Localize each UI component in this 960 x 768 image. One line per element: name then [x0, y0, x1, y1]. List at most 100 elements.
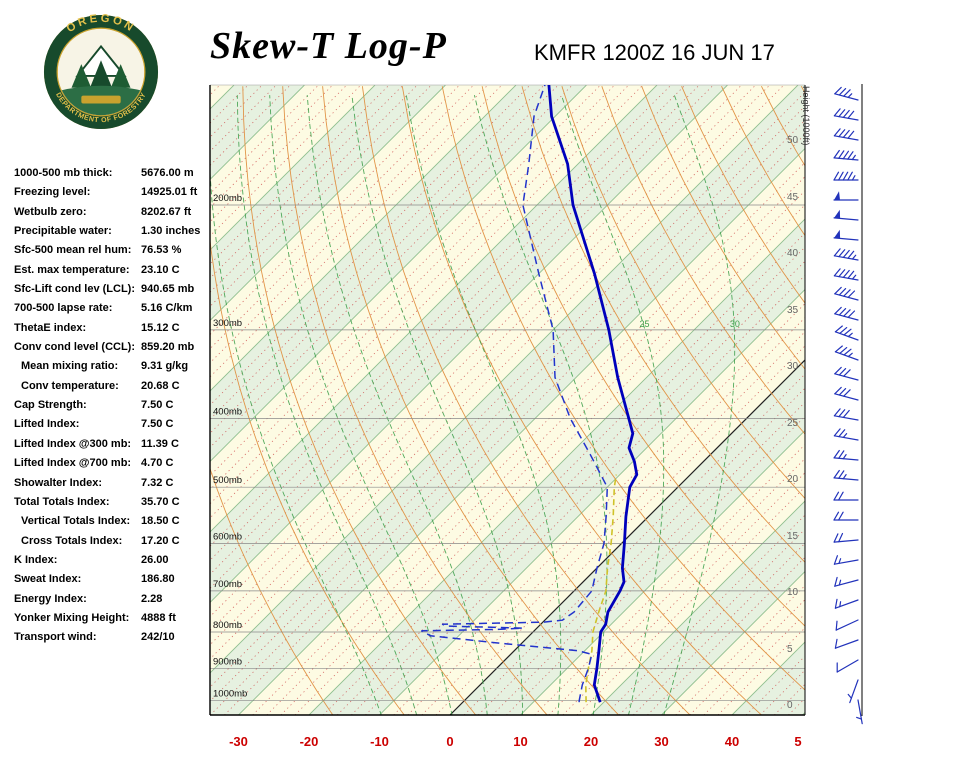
index-label: Est. max temperature: — [14, 263, 130, 276]
index-row: Lifted Index @300 mb: 11.39 C — [14, 438, 214, 457]
dewpoint-trace — [421, 85, 609, 703]
index-value: 7.50 C — [141, 399, 174, 412]
index-label: Yonker Mixing Height: — [14, 611, 130, 624]
index-value: 7.50 C — [141, 418, 174, 431]
logo-tree-icon — [110, 64, 131, 88]
svg-text:300mb: 300mb — [213, 318, 242, 329]
index-row: Wetbulb zero: 8202.67 ft — [14, 206, 214, 225]
index-value: 186.80 — [141, 573, 175, 586]
temperature-trace — [547, 85, 639, 703]
index-label: Sfc-Lift cond lev (LCL): — [14, 283, 135, 296]
index-row: Conv temperature: 20.68 C — [14, 380, 214, 399]
index-value: 11.39 C — [141, 437, 179, 450]
index-value: 20.68 C — [141, 379, 180, 392]
index-label: Mean mixing ratio: — [21, 360, 119, 373]
index-row: 1000-500 mb thick: 5676.00 m — [14, 167, 214, 186]
index-row: Conv cond level (CCL): 859.20 mb — [14, 341, 214, 360]
index-row: Showalter Index: 7.32 C — [14, 477, 214, 496]
index-label: 700-500 lapse rate: — [14, 302, 113, 315]
index-value: 4888 ft — [141, 611, 176, 624]
logo-banner — [81, 95, 121, 104]
svg-text:500mb: 500mb — [213, 475, 242, 486]
svg-text:600mb: 600mb — [213, 531, 242, 542]
index-label: Vertical Totals Index: — [21, 515, 131, 528]
index-label: Transport wind: — [14, 631, 97, 644]
index-label: 1000-500 mb thick: — [14, 167, 113, 179]
wind-barbs — [833, 86, 863, 725]
isotherm-bands — [210, 85, 805, 715]
svg-text:25: 25 — [787, 418, 799, 429]
svg-text:50: 50 — [787, 135, 799, 146]
index-row: Freezing level: 14925.01 ft — [14, 186, 214, 205]
svg-text:25: 25 — [640, 319, 650, 329]
indices-panel: 1000-500 mb thick: 5676.00 m Freezing leve… — [14, 167, 214, 651]
index-row: Energy Index: 2.28 — [14, 593, 214, 612]
index-label: Lifted Index @300 mb: — [14, 437, 132, 450]
index-label: Showalter Index: — [14, 476, 103, 489]
svg-text:35: 35 — [787, 305, 799, 316]
svg-text:-30: -30 — [229, 734, 248, 749]
svg-text:5: 5 — [787, 644, 793, 655]
page-title: Skew-T Log-P — [210, 25, 447, 67]
index-row: Lifted Index: 7.50 C — [14, 418, 214, 437]
svg-text:400mb: 400mb — [213, 407, 242, 418]
index-row: Lifted Index @700 mb: 4.70 C — [14, 457, 214, 476]
moist-adiabat-labels: 25 30 — [640, 319, 740, 329]
svg-text:30: 30 — [730, 319, 740, 329]
index-value: 9.31 g/kg — [141, 360, 189, 373]
index-value: 940.65 mb — [141, 283, 195, 296]
svg-text:900mb: 900mb — [213, 656, 242, 667]
index-label: Sweat Index: — [14, 573, 82, 586]
index-value: 5676.00 m — [141, 167, 194, 179]
index-value: 17.20 C — [141, 534, 180, 547]
height-axis-title: Height (1000ft) — [801, 86, 811, 146]
index-label: Lifted Index @700 mb: — [14, 457, 132, 470]
index-value: 242/10 — [141, 631, 175, 644]
index-value: 26.00 — [141, 553, 169, 566]
index-label: Cap Strength: — [14, 399, 87, 412]
index-row: Sfc-500 mean rel hum: 76.53 % — [14, 244, 214, 263]
svg-text:800mb: 800mb — [213, 620, 242, 631]
dry-adiabats — [210, 85, 805, 715]
index-row: Cap Strength: 7.50 C — [14, 399, 214, 418]
index-label: Cross Totals Index: — [21, 534, 123, 547]
plot-border — [209, 84, 806, 716]
moist-adiabats — [210, 94, 736, 715]
station-datetime-label: KMFR 1200Z 16 JUN 17 — [534, 40, 775, 65]
index-label: Conv cond level (CCL): — [14, 341, 136, 354]
logo-tree-icon — [89, 60, 113, 90]
index-row: Mean mixing ratio: 9.31 g/kg — [14, 360, 214, 379]
odf-logo: OREGON DEPARTMENT OF FORESTRY — [43, 13, 159, 130]
svg-text:45: 45 — [787, 192, 799, 203]
svg-text:40: 40 — [787, 248, 799, 259]
temp-axis-labels: -30 -20 -10 0 10 20 30 40 5 — [229, 734, 802, 749]
index-label: Total Totals Index: — [14, 495, 110, 508]
index-value: 14925.01 ft — [141, 186, 198, 199]
index-value: 2.28 — [141, 592, 163, 605]
svg-text:700mb: 700mb — [213, 579, 242, 590]
index-row: Total Totals Index: 35.70 C — [14, 496, 214, 515]
index-value: 76.53 % — [141, 244, 182, 257]
index-value: 859.20 mb — [141, 341, 195, 354]
logo-green-ring — [43, 14, 159, 130]
index-value: 8202.67 ft — [141, 205, 192, 218]
index-value: 35.70 C — [141, 495, 180, 508]
svg-text:200mb: 200mb — [213, 193, 242, 204]
index-value: 23.10 C — [141, 263, 180, 276]
svg-text:-20: -20 — [300, 734, 319, 749]
index-row: Transport wind: 242/10 — [14, 631, 214, 650]
index-value: 18.50 C — [141, 515, 180, 528]
index-label: Lifted Index: — [14, 418, 80, 431]
index-value: 5.16 C/km — [141, 302, 193, 315]
svg-text:-10: -10 — [370, 734, 389, 749]
svg-text:0: 0 — [446, 734, 453, 749]
index-label: Conv temperature: — [21, 379, 119, 392]
index-label: Wetbulb zero: — [14, 205, 87, 218]
svg-text:20: 20 — [787, 474, 799, 485]
index-row: ThetaE index: 15.12 C — [14, 322, 214, 341]
svg-text:20: 20 — [584, 734, 598, 749]
svg-text:10: 10 — [787, 587, 799, 598]
index-label: K Index: — [14, 553, 58, 566]
